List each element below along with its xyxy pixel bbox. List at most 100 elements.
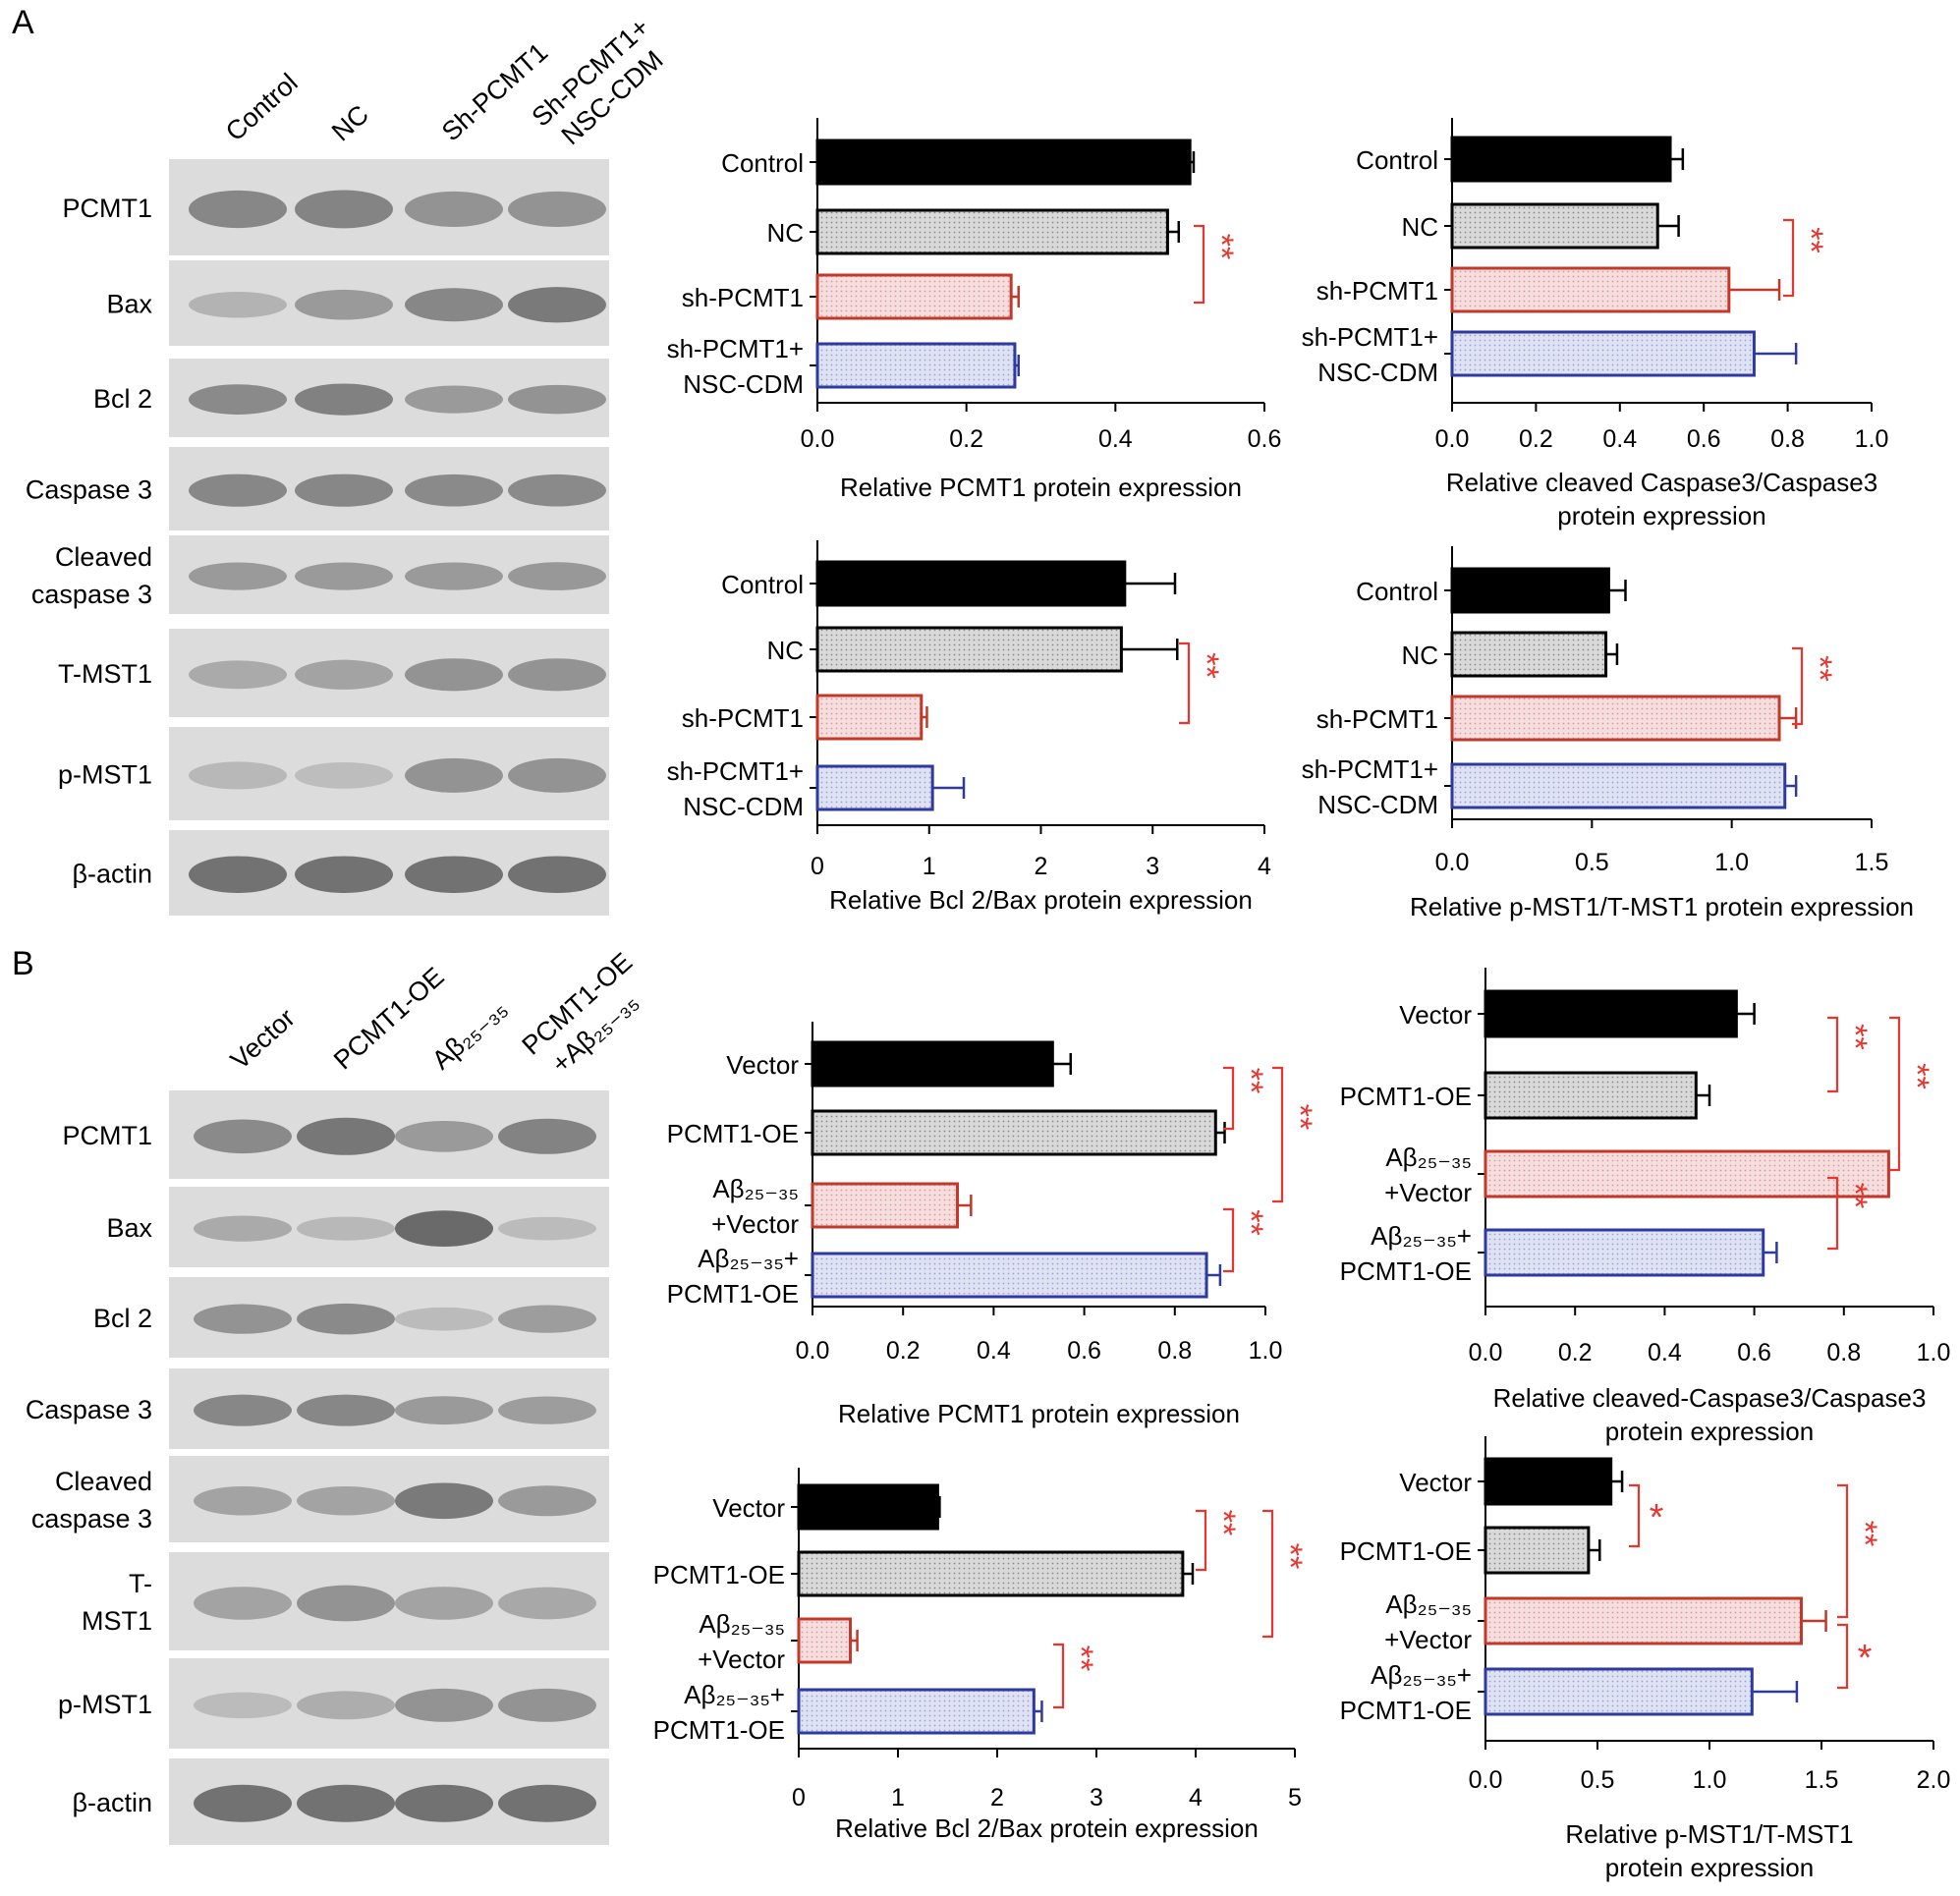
blot-band [405, 856, 503, 894]
chart-a-p-mst1: 0.0 0.5 1.0 1.5 Control NC sh-PCMT1 sh-PCMT1+ NS… [1302, 546, 1914, 921]
x-tick-label: 0 [792, 1784, 806, 1812]
x-tick-label: 1.0 [1714, 849, 1749, 876]
x-tick-label: 1.0 [1693, 1766, 1727, 1794]
significance-mark: ** [1062, 1645, 1099, 1671]
x-tick-label: 0.4 [977, 1337, 1011, 1365]
blot-row-label: Caspase 3 [26, 1395, 152, 1424]
x-tick-label: 0.5 [1575, 849, 1609, 876]
bar [815, 764, 934, 811]
blot-row-label: p-MST1 [58, 1690, 152, 1719]
significance-mark: ** [1792, 227, 1829, 252]
blot-band [189, 856, 287, 894]
blot-band [295, 383, 393, 416]
significance-mark: ** [1204, 1510, 1242, 1535]
bar [1484, 1457, 1613, 1506]
bar [811, 1252, 1208, 1299]
category-label: Control [1356, 145, 1438, 175]
blot-band [498, 1216, 596, 1241]
category-label: sh-PCMT1 [682, 703, 804, 733]
blot-band [498, 1688, 596, 1722]
lane-label: Aβ₂₅₋₃₅ [426, 993, 513, 1075]
x-tick-label: 5 [1288, 1784, 1302, 1812]
lane-label: Sh-PCMT1 [436, 37, 553, 147]
category-label: Vector [726, 1050, 799, 1080]
blot-row-label: PCMT1 [62, 194, 152, 223]
significance-bracket [1272, 1066, 1284, 1203]
x-tick-label: 0.0 [801, 425, 835, 453]
blot-band [405, 288, 503, 322]
blot-band [297, 1691, 395, 1720]
bar [815, 342, 1017, 389]
bar [1484, 1228, 1765, 1277]
blot-row-label: Bax [106, 290, 152, 319]
x-axis-label: Relative p-MST1/T-MST1 protein expression [1565, 1819, 1853, 1882]
x-axis-label: Relative p-MST1/T-MST1 protein expressio… [1410, 892, 1914, 921]
significance-mark: ** [1188, 652, 1225, 678]
blot-band [508, 562, 606, 590]
x-tick-label: 0.4 [1098, 425, 1133, 453]
bar [1484, 1596, 1803, 1645]
category-label: Aβ₂₅₋₃₅ +Vector [1384, 1589, 1472, 1654]
bar [1484, 1526, 1591, 1575]
blot-band [395, 1587, 493, 1620]
blot-row-label: Cleaved caspase 3 [31, 542, 152, 609]
bar [1450, 202, 1659, 250]
category-label: Aβ₂₅₋₃₅+ PCMT1-OE [1340, 1660, 1472, 1725]
x-tick-label: 0.2 [1519, 425, 1553, 453]
category-label: Vector [712, 1493, 785, 1523]
category-label: sh-PCMT1 [1316, 704, 1438, 734]
significance-bracket [1179, 641, 1191, 725]
bar [1450, 136, 1672, 183]
category-label: PCMT1-OE [653, 1560, 785, 1589]
bar [797, 1550, 1185, 1597]
bar [1484, 1149, 1890, 1199]
significance-bracket [1837, 1623, 1849, 1690]
category-label: PCMT1-OE [667, 1119, 799, 1148]
chart-a-pcmt1: 0.0 0.2 0.4 0.6 Control NC sh-PCMT1 sh-PCMT1+ NS… [667, 118, 1281, 502]
x-tick-label: 0.2 [949, 425, 983, 453]
category-label: Aβ₂₅₋₃₅+ PCMT1-OE [1340, 1221, 1472, 1286]
significance-bracket [1223, 1066, 1235, 1131]
bar [811, 1040, 1054, 1087]
category-label: Vector [1399, 1468, 1472, 1497]
blot-band [508, 384, 606, 415]
significance-bracket [1792, 646, 1804, 726]
significance-bracket [1194, 224, 1205, 305]
blot-band [189, 292, 287, 318]
blot-band [189, 190, 287, 229]
x-tick-label: 0.5 [1581, 1766, 1615, 1794]
blot-band [194, 1304, 292, 1334]
x-axis-label: Relative cleaved Caspase3/Caspase3 protei… [1446, 468, 1877, 530]
chart-b-bcl2-bax: 0 1 2 3 4 5 Vector PCMT1-OE Aβ₂₅₋₃₅ +VectorAβ₂₅₋₃… [653, 1468, 1309, 1843]
lane-label: PCMT1-OE+Aβ₂₅₋₃₅ [517, 947, 661, 1086]
x-axis-label: Relative Bcl 2/Bax protein expression [835, 1813, 1259, 1843]
category-label: NC [766, 636, 804, 665]
blot-band [395, 1784, 493, 1822]
x-axis-label: Relative PCMT1 protein expression [838, 1399, 1240, 1428]
significance-mark: ** [1232, 1068, 1269, 1093]
blot-band [395, 1482, 493, 1520]
blot-band [405, 562, 503, 590]
lane-label: NC [326, 99, 374, 146]
significance-mark: ** [1898, 1063, 1935, 1088]
x-axis-label: Relative cleaved-Caspase3/Caspase3 protei… [1493, 1383, 1927, 1446]
blot-band [194, 1394, 292, 1426]
x-tick-label: 0 [811, 853, 824, 880]
blot-band [297, 1117, 395, 1155]
x-tick-label: 1.5 [1855, 849, 1889, 876]
category-label: Aβ₂₅₋₃₅+ PCMT1-OE [653, 1680, 785, 1745]
category-label: sh-PCMT1 [1316, 276, 1438, 306]
x-tick-label: 0.0 [1435, 849, 1470, 876]
blot-row-label: T-MST1 [82, 1569, 152, 1636]
blot-band [297, 1394, 395, 1426]
blot-band [297, 1585, 395, 1622]
blot-band [405, 474, 503, 507]
x-tick-label: 2.0 [1917, 1766, 1951, 1794]
blot-band [395, 1120, 493, 1152]
blot-band [508, 757, 606, 793]
category-label: Aβ₂₅₋₃₅+ PCMT1-OE [667, 1244, 799, 1309]
significance-bracket [1262, 1509, 1274, 1639]
blot-band [194, 1784, 292, 1822]
bar [815, 139, 1192, 186]
